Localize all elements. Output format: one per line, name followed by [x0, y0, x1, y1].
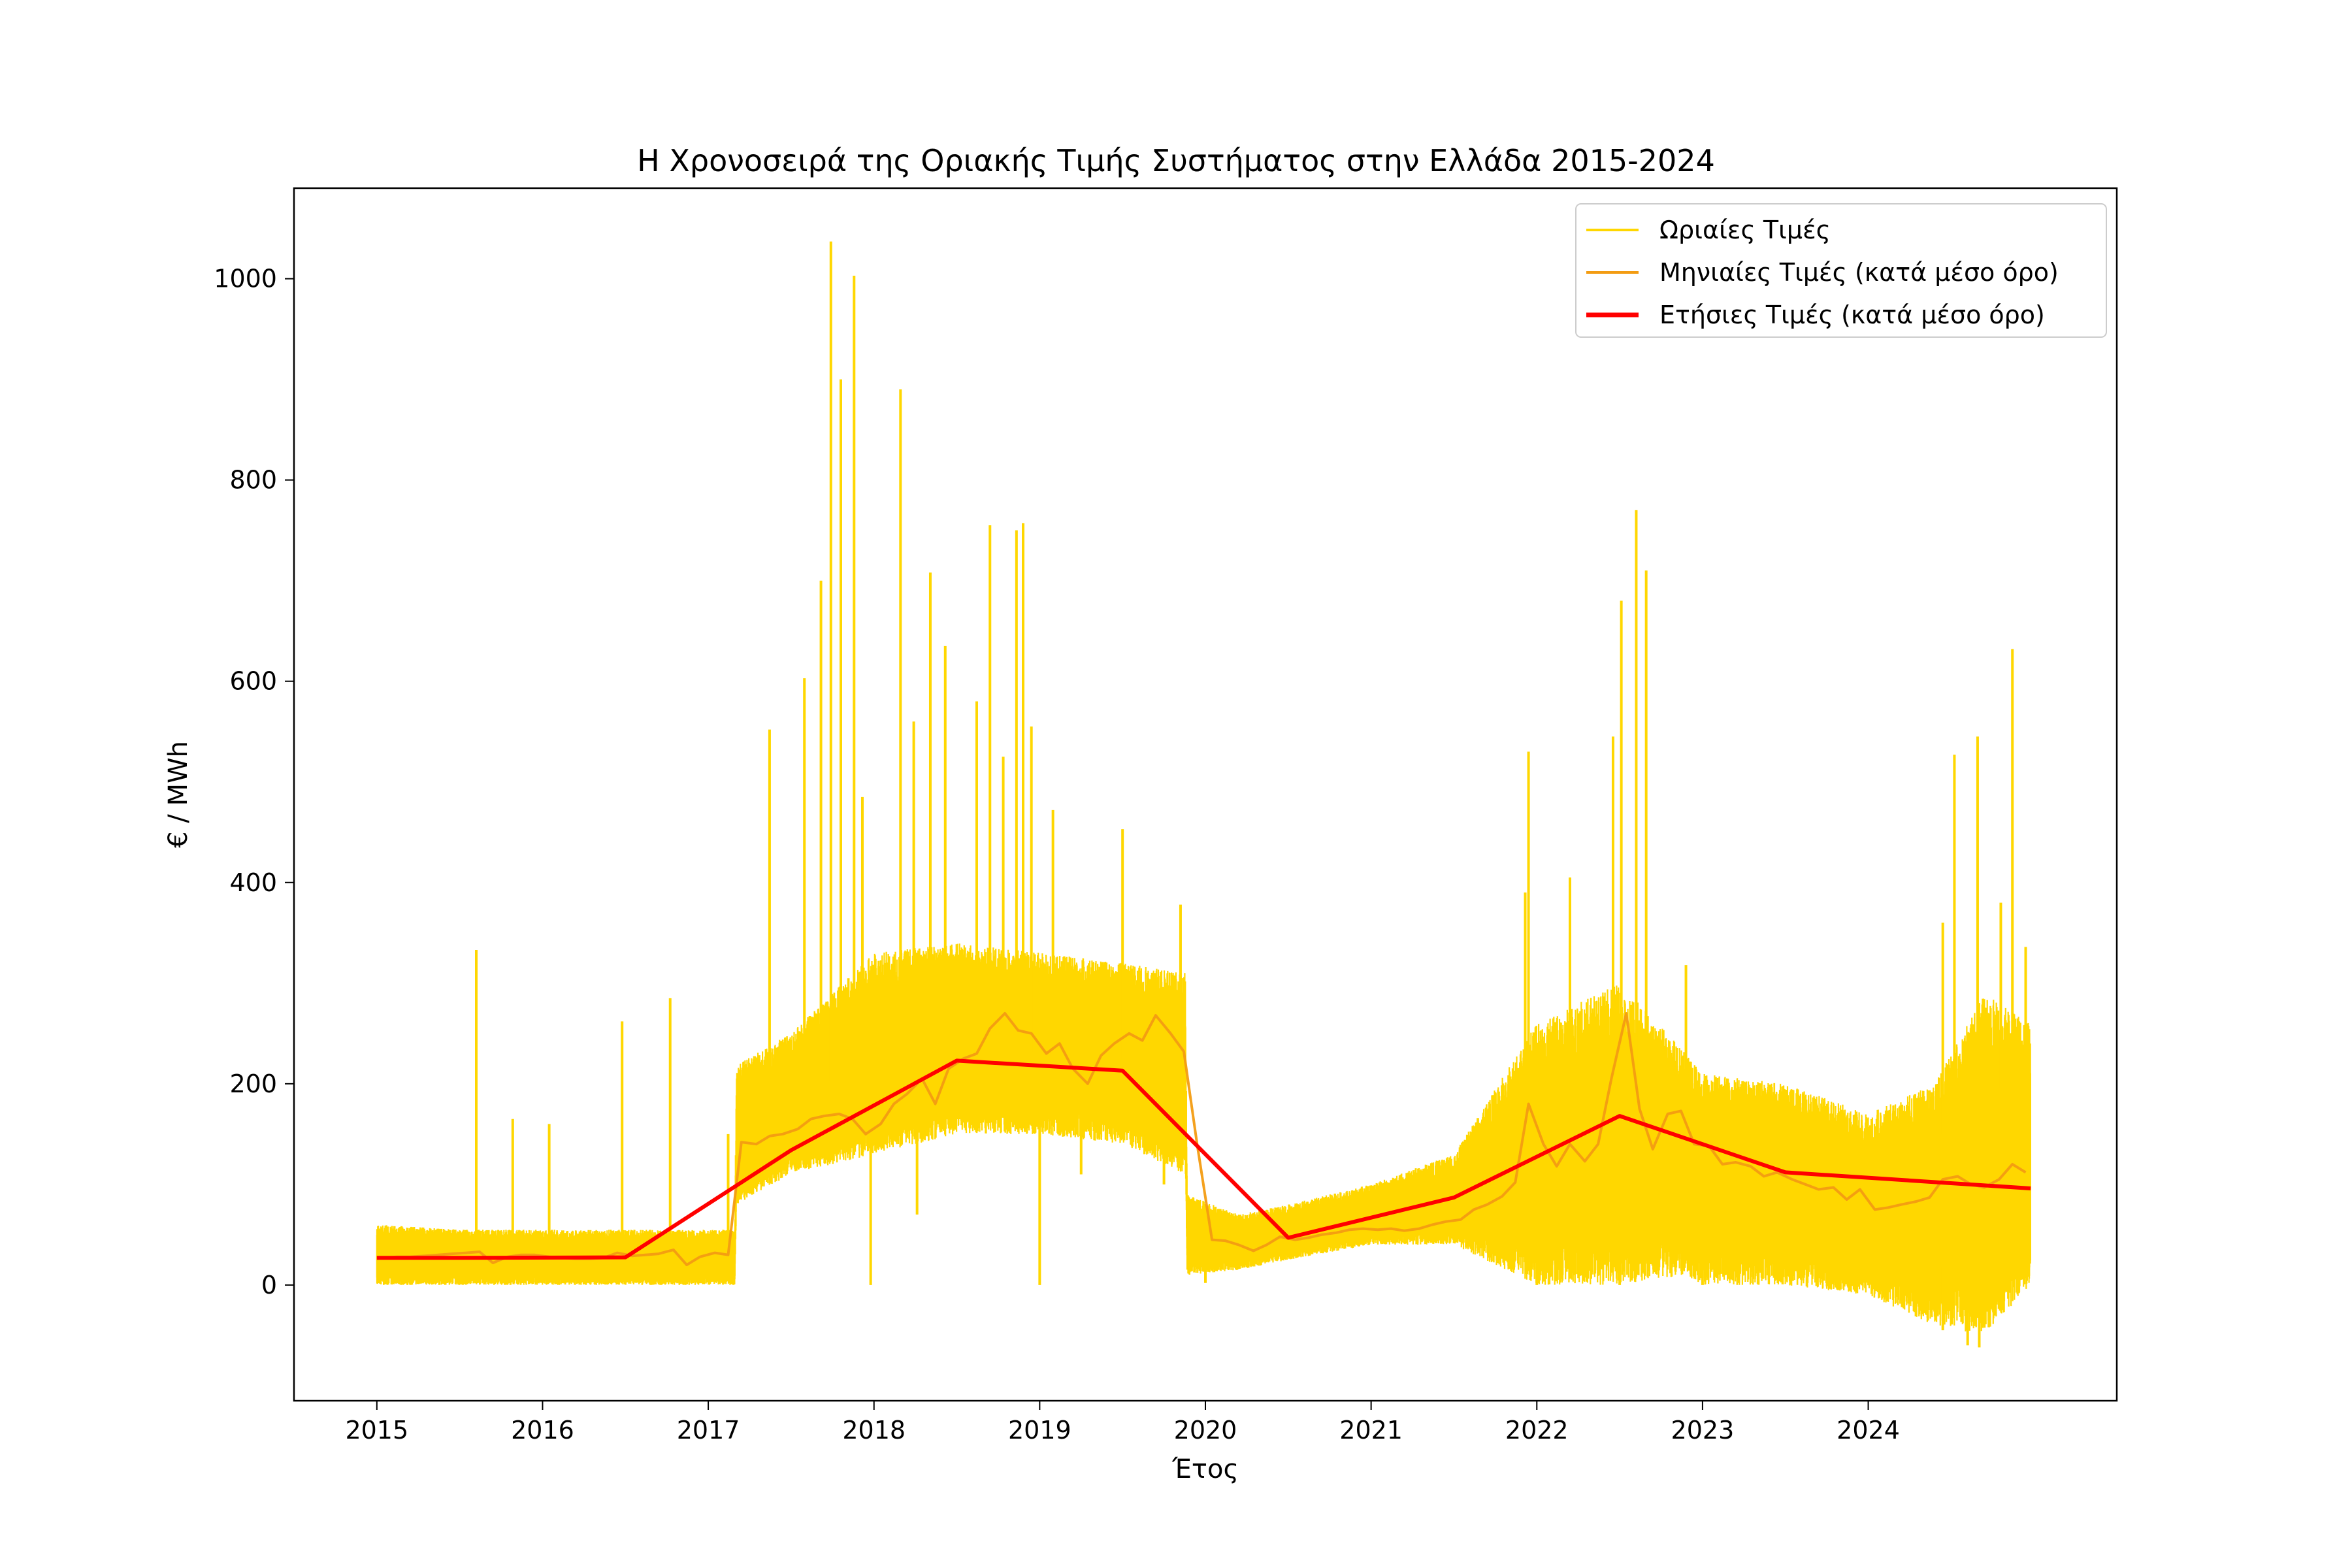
plot-area	[376, 241, 2031, 1348]
x-tick-label: 2022	[1505, 1416, 1569, 1445]
y-tick-label: 600	[229, 667, 277, 696]
y-axis-label: € / MWh	[163, 741, 193, 848]
x-tick-label: 2020	[1174, 1416, 1237, 1445]
y-tick-label: 800	[229, 466, 277, 495]
yearly-average-line	[376, 1058, 2031, 1260]
x-tick-label: 2021	[1339, 1416, 1403, 1445]
x-tick-label: 2016	[511, 1416, 574, 1445]
x-tick-label: 2015	[345, 1416, 408, 1445]
x-tick-label: 2023	[1671, 1416, 1735, 1445]
legend-label: Μηνιαίες Τιμές (κατά μέσο όρο)	[1659, 258, 2059, 287]
legend-label: Ωριαίες Τιμές	[1659, 216, 1831, 244]
y-tick-label: 400	[229, 868, 277, 897]
monthly-average-line	[383, 1012, 2027, 1267]
legend: Ωριαίες Τιμές Μηνιαίες Τιμές (κατά μέσο ό…	[1575, 203, 2107, 338]
y-tick-label: 1000	[214, 265, 277, 293]
legend-box	[1575, 203, 2107, 338]
y-tick-label: 200	[229, 1070, 277, 1098]
x-tick-label: 2024	[1837, 1416, 1900, 1445]
x-tick-label: 2018	[842, 1416, 906, 1445]
x-tick-label: 2019	[1008, 1416, 1071, 1445]
axes: 2015 2016 2017 2018 2019 2020 2021 2022 2023 2024…	[214, 187, 2118, 1445]
legend-label: Ετήσιες Τιμές (κατά μέσο όρο)	[1659, 301, 2045, 329]
x-axis-label: Έτος	[1171, 1454, 1239, 1484]
y-tick-label: 0	[261, 1271, 277, 1299]
chart-title: Η Χρονοσειρά της Οριακής Τιμής Συστήματο…	[637, 143, 1715, 178]
x-tick-label: 2017	[677, 1416, 740, 1445]
